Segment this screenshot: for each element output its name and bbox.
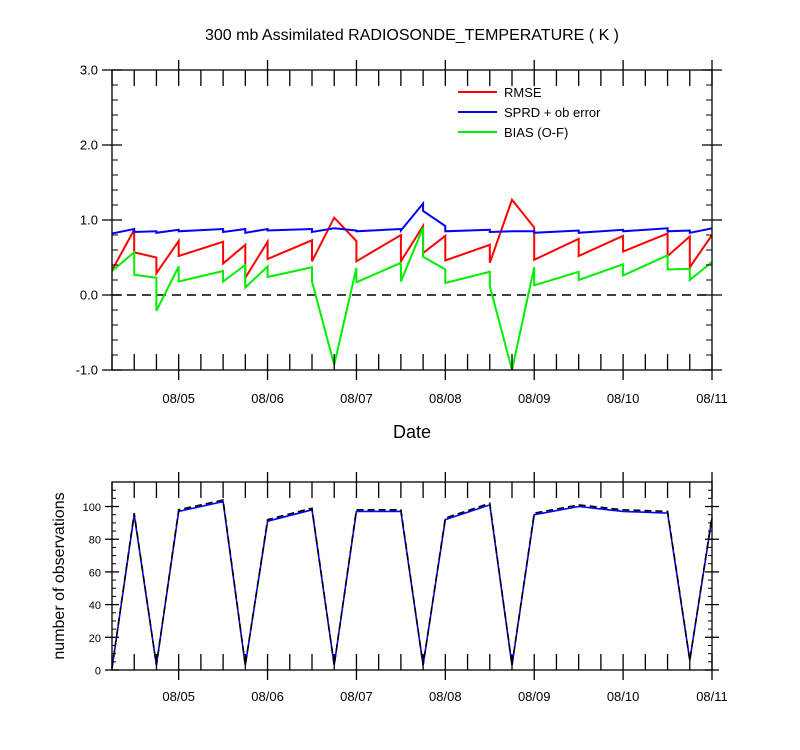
y-tick-label: 2.0 bbox=[80, 138, 98, 153]
legend: RMSE SPRD + ob error BIAS (O-F) bbox=[458, 85, 601, 140]
top-chart: 300 mb Assimilated RADIOSONDE_TEMPERATUR… bbox=[76, 27, 728, 442]
x-tick-label: 08/06 bbox=[251, 391, 284, 406]
top-axes: 08/05 08/06 08/07 08/08 08/09 08/10 08/11 -1.0 0… bbox=[76, 60, 728, 406]
series-line-bias-o-f bbox=[112, 227, 712, 370]
y-tick-label: 20 bbox=[89, 633, 101, 645]
observations-line-dashed bbox=[111, 499, 713, 669]
x-tick-label: 08/08 bbox=[429, 391, 462, 406]
x-tick-label: 08/06 bbox=[251, 689, 284, 704]
y-tick-label: 1.0 bbox=[80, 213, 98, 228]
x-tick-label: 08/05 bbox=[162, 391, 195, 406]
x-tick-label: 08/07 bbox=[340, 391, 373, 406]
y-tick-label: 0.0 bbox=[80, 288, 98, 303]
x-tick-label: 08/11 bbox=[696, 391, 728, 406]
series-line-sprd-ob-error bbox=[112, 200, 712, 235]
y-tick-label: 100 bbox=[83, 502, 101, 514]
y-tick-label: 3.0 bbox=[80, 63, 98, 78]
series-line-rmse bbox=[112, 197, 712, 282]
y-tick-label: 0 bbox=[95, 666, 101, 678]
x-tick-label: 08/07 bbox=[340, 689, 373, 704]
legend-label: BIAS (O-F) bbox=[504, 125, 568, 140]
bottom-chart: 08/05 08/06 08/07 08/08 08/09 08/10 08/11 0 20 40… bbox=[51, 472, 728, 704]
y-tick-label: -1.0 bbox=[76, 363, 98, 378]
chart-title: 300 mb Assimilated RADIOSONDE_TEMPERATUR… bbox=[205, 27, 619, 44]
bottom-chart-marks bbox=[111, 499, 713, 669]
y-tick-label: 40 bbox=[89, 600, 101, 612]
x-tick-label: 08/08 bbox=[429, 689, 462, 704]
bottom-axes: 08/05 08/06 08/07 08/08 08/09 08/10 08/11 0 20 40… bbox=[83, 472, 728, 704]
x-tick-label: 08/10 bbox=[607, 391, 640, 406]
legend-label: SPRD + ob error bbox=[504, 105, 601, 120]
bottom-plot-frame bbox=[111, 481, 713, 671]
x-tick-label: 08/09 bbox=[518, 391, 551, 406]
y-axis-label: number of observations bbox=[51, 492, 68, 659]
y-tick-label: 60 bbox=[89, 567, 101, 579]
x-tick-label: 08/10 bbox=[607, 689, 640, 704]
x-axis-label: Date bbox=[393, 422, 431, 442]
legend-label: RMSE bbox=[504, 85, 542, 100]
top-chart-marks bbox=[112, 197, 712, 370]
observations-line-solid bbox=[111, 500, 713, 669]
x-tick-label: 08/11 bbox=[696, 689, 728, 704]
x-tick-label: 08/05 bbox=[162, 689, 195, 704]
y-tick-label: 80 bbox=[89, 535, 101, 547]
x-tick-label: 08/09 bbox=[518, 689, 551, 704]
top-plot-frame bbox=[111, 69, 713, 371]
